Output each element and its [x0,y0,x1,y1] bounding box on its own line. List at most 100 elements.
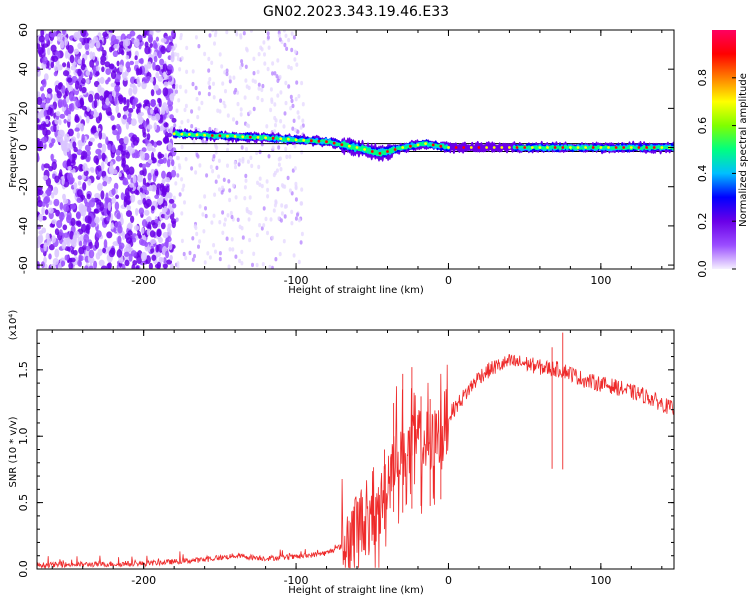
noise-point [210,60,214,65]
noise-point [145,198,152,208]
noise-point [266,230,269,236]
signal-peak [241,135,245,139]
signal-peak [652,146,656,149]
noise-point [294,197,298,202]
noise-point [225,71,229,77]
signal-peak [363,148,366,151]
noise-point [107,143,112,151]
noise-point [110,70,117,80]
noise-point [260,87,264,93]
noise-point [231,247,235,252]
noise-point [207,80,211,86]
noise-point [69,54,75,64]
noise-point [102,247,107,254]
noise-point [143,99,150,105]
noise-point [105,136,109,145]
signal-peak [218,134,222,138]
noise-point [185,69,189,75]
noise-point [213,41,216,46]
noise-point [227,264,231,269]
noise-point [41,136,48,144]
noise-point [296,129,300,134]
noise-point [285,154,289,159]
noise-point [64,142,71,153]
noise-point [256,95,260,101]
noise-point [231,183,235,188]
noise-point [94,92,100,102]
noise-point [285,46,289,51]
noise-point [173,165,176,171]
noise-point [163,205,168,213]
noise-point [124,187,130,197]
noise-point [107,201,111,211]
spectrogram-signal [172,126,674,162]
noise-point [206,251,210,256]
signal-peak [302,138,306,142]
noise-point [70,203,77,210]
noise-point [172,195,176,200]
noise-point [118,258,124,264]
noise-point [208,33,212,38]
noise-point [94,71,100,77]
colorbar-gradient [712,30,736,269]
noise-point [273,115,277,121]
noise-point [127,222,133,230]
noise-point [74,80,80,90]
colorbar-label: Normalized spectral amplitude [738,73,749,227]
noise-point [245,122,249,128]
signal-peak [485,146,488,149]
noise-point [94,216,100,224]
noise-point [212,95,216,100]
noise-point [212,243,216,248]
noise-point [112,129,119,136]
noise-point [147,34,154,44]
noise-point [277,157,281,162]
noise-point [142,163,146,170]
noise-point [140,151,146,161]
noise-point [63,198,69,205]
noise-point [48,142,53,149]
noise-point [94,240,100,250]
noise-point [176,52,180,58]
noise-point [153,84,159,91]
noise-point [62,70,70,77]
noise-point [196,114,200,120]
signal-peak [614,146,618,149]
noise-point [107,77,111,82]
noise-point [154,194,160,200]
noise-point [84,144,91,152]
noise-point [244,173,248,179]
noise-point [105,68,112,76]
noise-point [56,90,62,99]
noise-point [83,37,90,44]
noise-point [66,158,71,167]
noise-point [63,232,70,238]
noise-point [52,257,59,266]
noise-point [122,180,129,186]
noise-point [194,170,198,175]
noise-point [138,163,143,168]
noise-point [185,45,189,51]
noise-point [129,83,136,88]
signal-peak [424,142,427,146]
y-tick-label: 1.0 [17,427,30,445]
noise-point [178,192,182,197]
noise-point [95,40,101,49]
noise-point [37,195,41,203]
noise-point [134,60,139,66]
noise-point [293,127,297,133]
noise-point [135,103,142,109]
noise-point [154,113,161,121]
noise-point [53,124,57,133]
noise-point [218,109,222,114]
noise-point [54,175,60,183]
noise-point [48,207,54,214]
noise-point [188,250,192,256]
noise-point [65,96,70,103]
noise-point [130,250,137,257]
noise-point [101,170,107,177]
noise-point [128,253,133,262]
noise-point [129,60,135,66]
noise-point [132,85,138,95]
